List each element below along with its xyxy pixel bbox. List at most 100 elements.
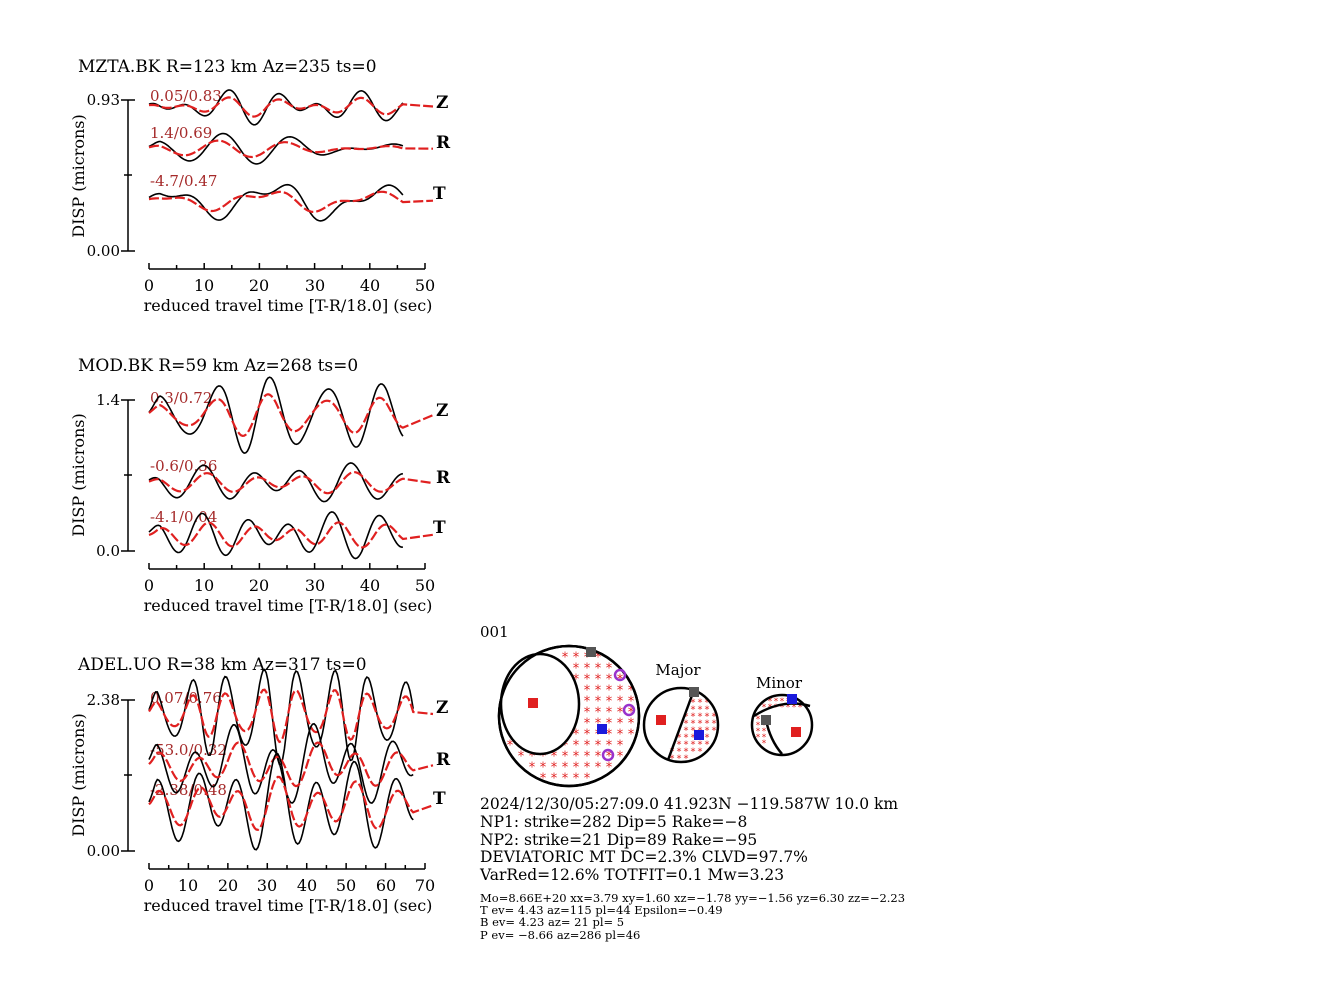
minor-p-axis xyxy=(787,694,797,704)
compression-star: * xyxy=(573,728,580,743)
synthetic-trace-t xyxy=(148,775,434,831)
compression-star: * xyxy=(768,697,773,707)
panel-title: MOD.BK R=59 km Az=268 ts=0 xyxy=(78,356,358,376)
compression-star: * xyxy=(705,740,710,751)
compression-star: * xyxy=(774,697,779,707)
t-eigen-info: T ev= 4.43 az=115 pl=44 Epsilon=−0.49 xyxy=(480,903,723,917)
compression-star: * xyxy=(562,651,569,666)
x-tick-label: 70 xyxy=(415,876,435,895)
synthetic-trace-r xyxy=(148,471,434,495)
y-axis-label: DISP (microns) xyxy=(69,413,88,537)
compression-star: * xyxy=(756,721,761,731)
x-tick-label: 0 xyxy=(144,876,154,895)
major-p-axis xyxy=(694,730,704,740)
component-label-t: T xyxy=(433,789,446,809)
compression-star: * xyxy=(595,651,602,666)
y-axis-label: DISP (microns) xyxy=(69,114,88,238)
component-label-r: R xyxy=(436,133,451,153)
compression-star: * xyxy=(529,761,536,776)
fit-label-z: 0.05/0.83 xyxy=(150,87,222,105)
compression-star: * xyxy=(628,717,635,732)
data-trace-t xyxy=(148,183,404,222)
compression-star: * xyxy=(595,728,602,743)
x-tick-label: 30 xyxy=(305,576,325,595)
major-t-axis xyxy=(656,715,666,725)
compression-star: * xyxy=(756,715,761,725)
compression-star: * xyxy=(606,673,613,688)
major-sphere-outline xyxy=(642,686,720,764)
b-eigen-info: B ev= 4.23 az= 21 pl= 5 xyxy=(480,915,624,929)
panel-title: MZTA.BK R=123 km Az=235 ts=0 xyxy=(78,57,377,77)
y-tick-label: 0.00 xyxy=(87,842,120,860)
compression-star: * xyxy=(691,733,696,744)
x-tick-label: 20 xyxy=(249,276,269,295)
compression-star: * xyxy=(684,740,689,751)
fit-label-t: -4.7/0.47 xyxy=(150,172,217,190)
compression-star: * xyxy=(762,721,767,731)
compression-star: * xyxy=(540,761,547,776)
station-marker xyxy=(601,748,615,762)
compression-star: * xyxy=(551,750,558,765)
fit-label-t: -4.1/0.04 xyxy=(150,508,217,526)
compression-star: * xyxy=(786,703,791,713)
x-ticks: 0 10 20 30 40 50 xyxy=(144,276,435,295)
compression-star: * xyxy=(595,750,602,765)
x-tick-label: 30 xyxy=(305,276,325,295)
major-nodal-plane xyxy=(666,689,696,761)
event-info: 2024/12/30/05:27:09.0 41.923N −119.587W … xyxy=(480,795,898,813)
x-ticks: 0 10 20 30 40 50 xyxy=(144,576,435,595)
compression-star: * xyxy=(606,695,613,710)
compression-star: * xyxy=(573,739,580,754)
compression-star: * xyxy=(670,754,675,765)
compression-star: * xyxy=(595,662,602,677)
y-tick-label: 1.4 xyxy=(96,391,120,409)
compression-star: * xyxy=(698,698,703,709)
compression-star: * xyxy=(595,684,602,699)
x-tick-label: 10 xyxy=(194,576,214,595)
data-trace-t xyxy=(148,753,414,851)
compression-star: * xyxy=(606,761,613,776)
x-tick-label: 0 xyxy=(144,576,154,595)
compression-star: * xyxy=(584,772,591,787)
compression-star: * xyxy=(562,739,569,754)
minor-b-axis xyxy=(761,715,771,725)
data-trace-r xyxy=(148,722,414,804)
compression-star: * xyxy=(712,712,717,723)
compression-star: * xyxy=(684,747,689,758)
compression-star: * xyxy=(606,684,613,699)
compression-star: * xyxy=(628,684,635,699)
compression-star: * xyxy=(705,733,710,744)
waveform-panel-mzta: MZTA.BK R=123 km Az=235 ts=0 DISP (micro… xyxy=(69,57,451,315)
compression-star: * xyxy=(573,651,580,666)
x-tick-label: 20 xyxy=(249,576,269,595)
compression-star: * xyxy=(628,728,635,743)
component-label-r: R xyxy=(436,468,451,488)
compression-star: * xyxy=(584,673,591,688)
compression-star: * xyxy=(774,703,779,713)
focal-sphere-outline xyxy=(497,644,641,788)
x-tick-label: 40 xyxy=(360,276,380,295)
y-tick-label: 0.0 xyxy=(96,542,120,560)
compression-star: * xyxy=(677,754,682,765)
compression-star: * xyxy=(698,719,703,730)
compression-star: * xyxy=(584,728,591,743)
station-marker xyxy=(622,703,636,717)
compression-star: * xyxy=(584,651,591,666)
compression-star: * xyxy=(756,727,761,737)
minor-sphere-outline xyxy=(750,693,814,757)
beachball-full: * * * ** * * ** * * * ** * * * ** * * * ** * * * ** * * ** * * * * ** *… xyxy=(497,644,641,788)
compression-star: * xyxy=(705,705,710,716)
x-axis-label: reduced travel time [T-R/18.0] (sec) xyxy=(144,296,433,315)
compression-star: * xyxy=(780,703,785,713)
synthetic-trace-t xyxy=(148,190,434,213)
compression-star: * xyxy=(606,706,613,721)
x-tick-label: 10 xyxy=(194,276,214,295)
data-trace-t xyxy=(148,511,403,560)
compression-star: * xyxy=(573,662,580,677)
compression-star: * xyxy=(677,747,682,758)
synthetic-trace-z xyxy=(148,96,434,118)
x-tick-label: 0 xyxy=(144,276,154,295)
compression-star: * xyxy=(705,698,710,709)
compression-star: * xyxy=(691,719,696,730)
